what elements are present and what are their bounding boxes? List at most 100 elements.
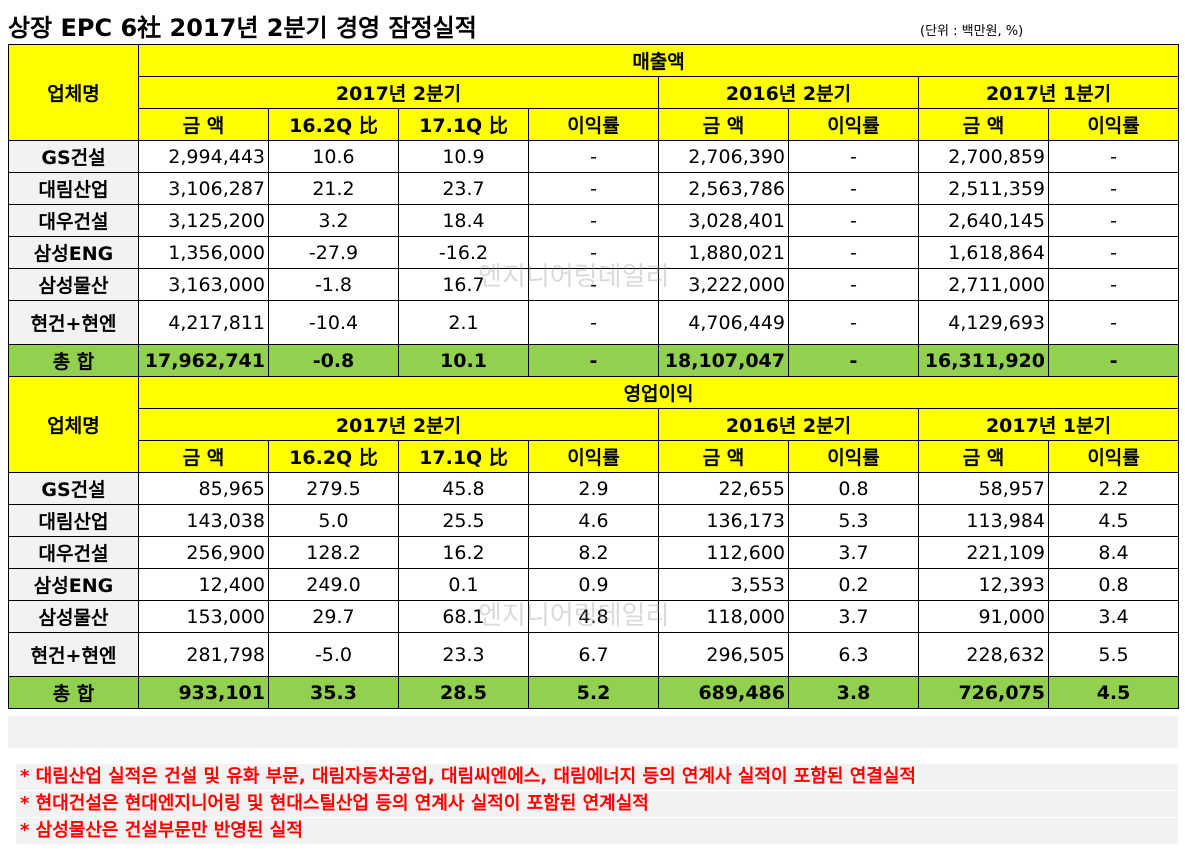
change-cell: -10.4 — [268, 300, 399, 345]
change-cell: 3.2 — [268, 204, 399, 237]
title-row: 상장 EPC 6社 2017년 2분기 경영 잠정실적 (단위 : 백만원, %… — [8, 0, 1178, 44]
change-cell: 128.2 — [268, 536, 399, 569]
margin-cell: - — [1047, 236, 1180, 269]
amount-cell: 296,505 — [658, 632, 789, 677]
margin-cell: 0.8 — [788, 472, 919, 505]
column-header: 금 액 — [918, 108, 1049, 141]
total-rate-cell: -0.8 — [268, 344, 399, 377]
amount-cell: 1,618,864 — [918, 236, 1049, 269]
company-name: 대우건설 — [8, 536, 139, 569]
total-amount-cell: 726,075 — [918, 676, 1049, 709]
company-name: 삼성물산 — [8, 600, 139, 633]
amount-cell: 113,984 — [918, 504, 1049, 537]
column-header: 금 액 — [658, 108, 789, 141]
margin-cell: 2.9 — [528, 472, 659, 505]
amount-cell: 91,000 — [918, 600, 1049, 633]
amount-cell: 1,356,000 — [138, 236, 269, 269]
table-row: 삼성ENG 12,400 249.0 0.1 0.9 3,553 0.2 12,393 0.8 — [8, 568, 1180, 601]
change-cell: 10.9 — [398, 140, 529, 173]
column-header: 16.2Q 比 — [268, 108, 399, 141]
results-table: 업체명 매출액 2017년 2분기 2016년 2분기 2017년 1분기 금 액 16.2… — [8, 44, 1180, 709]
total-amount-cell: 16,311,920 — [918, 344, 1049, 377]
amount-cell: 85,965 — [138, 472, 269, 505]
table-row: 현건+현엔 281,798 -5.0 23.3 6.7 296,505 6.3 228,632… — [8, 632, 1180, 677]
column-header: 이익률 — [528, 108, 659, 141]
amount-cell: 2,706,390 — [658, 140, 789, 173]
margin-cell: - — [788, 236, 919, 269]
period-header: 2017년 2분기 — [138, 76, 659, 109]
change-cell: 2.1 — [398, 300, 529, 345]
total-rate-cell: 28.5 — [398, 676, 529, 709]
total-amount-cell: 18,107,047 — [658, 344, 789, 377]
column-row: 금 액 16.2Q 比 17.1Q 比 이익률 금 액 이익률 금 액 이익률 — [9, 108, 1180, 141]
amount-cell: 221,109 — [918, 536, 1049, 569]
change-cell: 0.1 — [398, 568, 529, 601]
total-row: 총 합 17,962,741 -0.8 10.1-18,107,047-16,311,… — [8, 344, 1180, 377]
amount-cell: 12,400 — [138, 568, 269, 601]
company-name: 삼성ENG — [8, 236, 139, 269]
change-cell: 45.8 — [398, 472, 529, 505]
column-header: 16.2Q 比 — [268, 440, 399, 473]
total-row: 총 합 933,101 35.3 28.5 5.2 689,486 3.8 726,075 4.… — [8, 676, 1180, 709]
total-rate-cell: 5.2 — [528, 676, 659, 709]
margin-cell: 3.7 — [788, 536, 919, 569]
footnote: * 삼성물산은 건설부문만 반영된 실적 — [16, 818, 1178, 844]
amount-cell: 4,217,811 — [138, 300, 269, 345]
total-rate-cell: 4.5 — [1047, 676, 1180, 709]
change-cell: 23.3 — [398, 632, 529, 677]
table-row: 대우건설 256,900 128.2 16.2 8.2 112,600 3.7 221,109… — [8, 536, 1180, 569]
table-row: GS건설 2,994,443 10.6 10.9-2,706,390-2,700,85… — [8, 140, 1180, 173]
amount-cell: 1,880,021 — [658, 236, 789, 269]
amount-cell: 2,994,443 — [138, 140, 269, 173]
margin-cell: - — [1047, 140, 1180, 173]
column-header: 이익률 — [788, 108, 919, 141]
amount-cell: 256,900 — [138, 536, 269, 569]
column-header: 이익률 — [1047, 440, 1180, 473]
margin-cell: 0.9 — [528, 568, 659, 601]
total-rate-cell: 3.8 — [788, 676, 919, 709]
amount-cell: 143,038 — [138, 504, 269, 537]
total-label: 총 합 — [8, 676, 139, 709]
column-header: 금 액 — [138, 108, 269, 141]
table-row: 대림산업 3,106,287 21.2 23.7-2,563,786-2,511,35… — [8, 172, 1180, 205]
total-label: 총 합 — [8, 344, 139, 377]
amount-cell: 2,711,000 — [918, 268, 1049, 301]
company-name: GS건설 — [8, 140, 139, 173]
column-header: 이익률 — [1047, 108, 1180, 141]
column-row: 금 액 16.2Q 比 17.1Q 比 이익률 금 액 이익률 금 액 이익률 — [9, 440, 1180, 473]
total-rate-cell: 10.1 — [398, 344, 529, 377]
amount-cell: 3,106,287 — [138, 172, 269, 205]
margin-cell: 4.5 — [1047, 504, 1180, 537]
period-header: 2017년 1분기 — [917, 408, 1180, 441]
change-cell: 25.5 — [398, 504, 529, 537]
company-name: 삼성ENG — [8, 568, 139, 601]
amount-cell: 3,163,000 — [138, 268, 269, 301]
amount-cell: 22,655 — [658, 472, 789, 505]
change-cell: 10.6 — [268, 140, 399, 173]
amount-cell: 2,511,359 — [918, 172, 1049, 205]
change-cell: 279.5 — [268, 472, 399, 505]
total-amount-cell: 689,486 — [658, 676, 789, 709]
page-title: 상장 EPC 6社 2017년 2분기 경영 잠정실적 — [8, 14, 477, 42]
amount-cell: 4,706,449 — [658, 300, 789, 345]
table-row: 삼성물산 153,000 29.7 68.1 4.8 118,000 3.7 91,000 3.… — [8, 600, 1180, 633]
margin-cell: 5.5 — [1047, 632, 1180, 677]
change-cell: -16.2 — [398, 236, 529, 269]
column-header: 이익률 — [528, 440, 659, 473]
change-cell: 249.0 — [268, 568, 399, 601]
table-row: 삼성ENG 1,356,000 -27.9 -16.2-1,880,021-1,618… — [8, 236, 1180, 269]
company-name: 대림산업 — [8, 504, 139, 537]
margin-cell: - — [528, 236, 659, 269]
column-header: 17.1Q 比 — [398, 108, 529, 141]
change-cell: 16.7 — [398, 268, 529, 301]
total-rate-cell: - — [528, 344, 659, 377]
section-title: 영업이익 — [137, 376, 1180, 409]
column-header: 금 액 — [138, 440, 269, 473]
period-header: 2017년 1분기 — [917, 76, 1180, 109]
amount-cell: 281,798 — [138, 632, 269, 677]
margin-cell: 4.6 — [528, 504, 659, 537]
amount-cell: 136,173 — [658, 504, 789, 537]
footnote: * 대림산업 실적은 건설 및 유화 부문, 대림자동차공업, 대림씨엔에스, … — [16, 764, 1178, 790]
margin-cell: - — [528, 268, 659, 301]
margin-cell: - — [788, 172, 919, 205]
